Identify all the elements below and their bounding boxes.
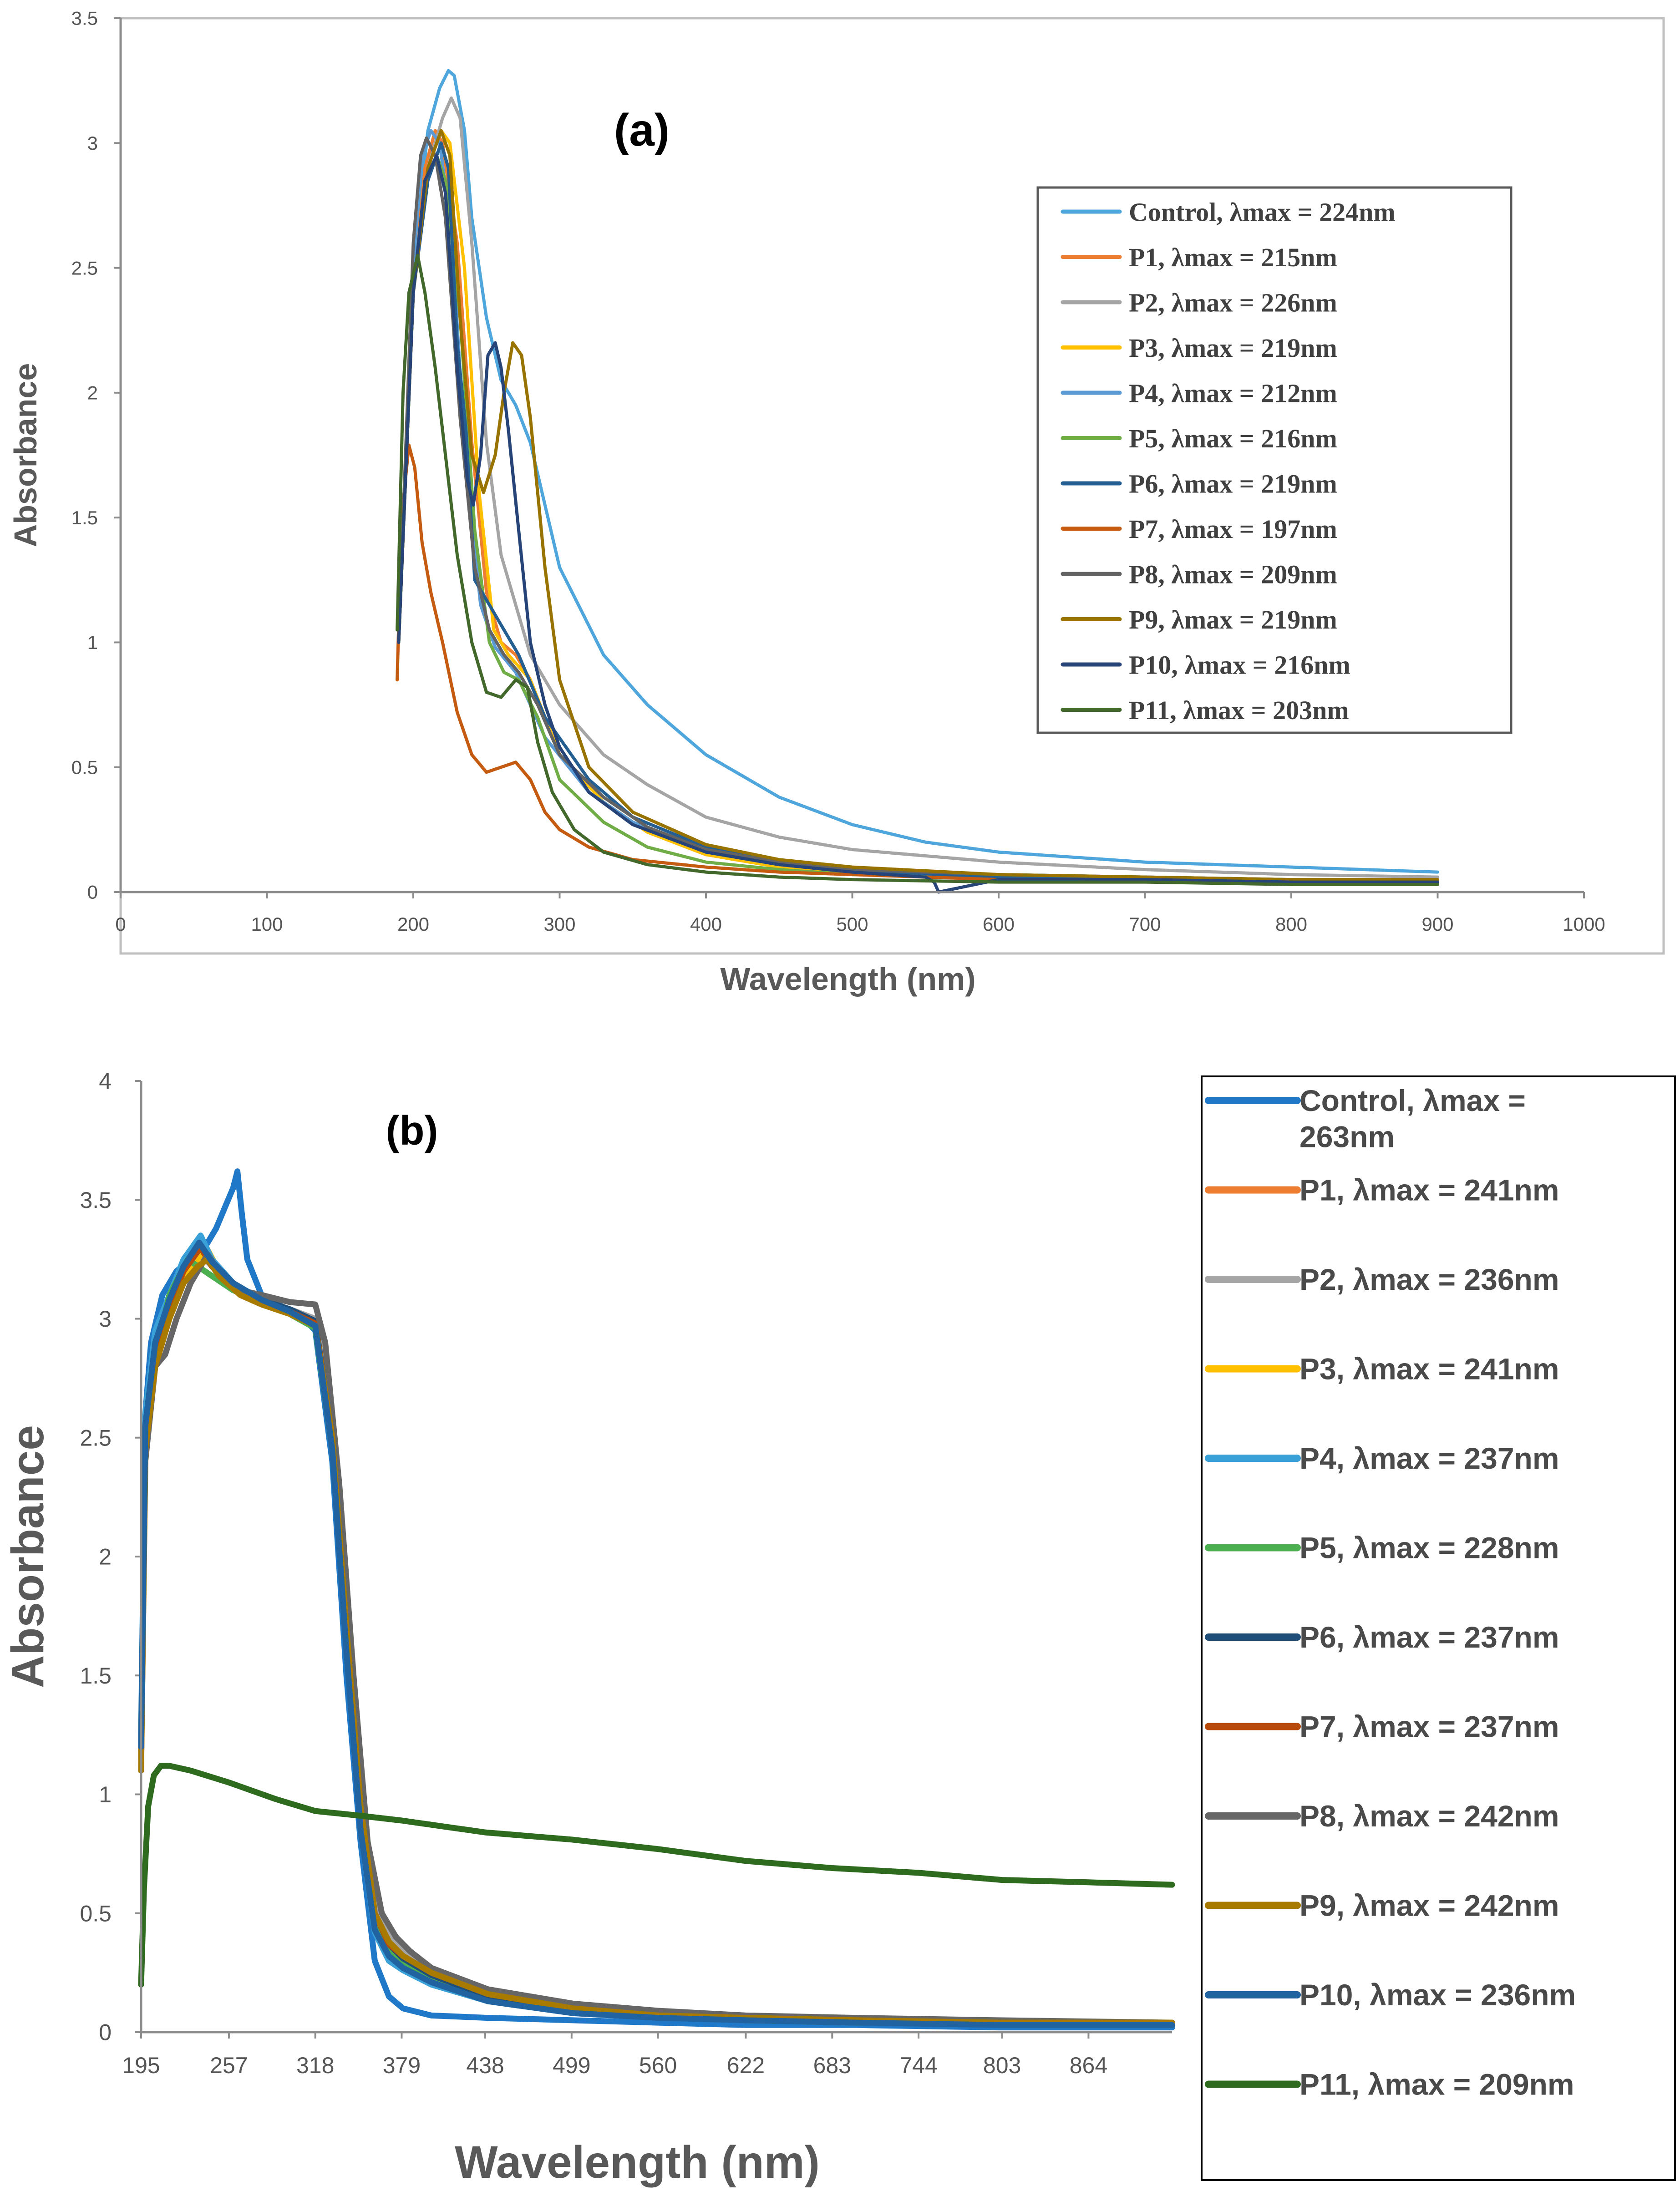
x-tick-label: 200 bbox=[397, 913, 429, 935]
x-tick-label: 600 bbox=[983, 913, 1015, 935]
series-line bbox=[396, 443, 1439, 884]
legend-label-line: Control, λmax = bbox=[1299, 1084, 1526, 1117]
y-tick-label: 2 bbox=[99, 1544, 112, 1570]
y-tick-label: 1.5 bbox=[80, 1663, 112, 1689]
x-tick-label: 499 bbox=[553, 2053, 590, 2078]
panel-a-legend-entries: Control, λmax = 224nm P1, λmax = 215nm P2,… bbox=[1061, 197, 1396, 725]
y-tick-label: 3.5 bbox=[71, 8, 98, 29]
series-line bbox=[138, 1763, 1175, 1988]
y-tick-label: 2.5 bbox=[80, 1425, 112, 1451]
legend-label: P1, λmax = 241nm bbox=[1299, 1173, 1559, 1207]
legend-label: P4, λmax = 237nm bbox=[1299, 1441, 1559, 1475]
x-tick-label: 195 bbox=[122, 2053, 160, 2078]
panel-b-x-ticks: 195 257 318 379 438 499 560 622 683 744 803 864 bbox=[122, 2032, 1107, 2078]
series-line bbox=[397, 96, 1439, 879]
legend-label: P2, λmax = 236nm bbox=[1299, 1263, 1559, 1296]
x-tick-label: 800 bbox=[1275, 913, 1307, 935]
panel-a-label: (a) bbox=[614, 105, 670, 156]
x-tick-label: 560 bbox=[639, 2053, 677, 2078]
y-tick-label: 2.5 bbox=[71, 257, 98, 279]
panel-b-legend-entries: Control, λmax = 263nm P1, λmax = 241nm P2, … bbox=[1205, 1084, 1576, 2101]
panel-b-series bbox=[138, 1168, 1175, 2031]
panel-b-y-ticks: 0 0.5 1 1.5 2 2.5 3 3.5 4 bbox=[80, 1069, 141, 2045]
legend-label: P9, λmax = 219nm bbox=[1129, 605, 1337, 634]
series-line bbox=[396, 254, 1439, 886]
legend-label: P8, λmax = 209nm bbox=[1129, 559, 1337, 589]
x-tick-label: 500 bbox=[836, 913, 868, 935]
x-tick-label: 379 bbox=[383, 2053, 421, 2078]
legend-label: P7, λmax = 237nm bbox=[1299, 1710, 1559, 1744]
legend-label: P10, λmax = 236nm bbox=[1299, 1978, 1576, 2012]
legend-label: P5, λmax = 228nm bbox=[1299, 1531, 1559, 1565]
y-tick-label: 1.5 bbox=[71, 507, 98, 528]
y-tick-label: 3.5 bbox=[80, 1187, 112, 1213]
legend-label: P11, λmax = 209nm bbox=[1299, 2068, 1574, 2101]
series-line bbox=[397, 154, 1439, 894]
y-tick-label: 1 bbox=[87, 632, 98, 653]
series-line bbox=[138, 1239, 1175, 2028]
y-tick-label: 1 bbox=[99, 1782, 112, 1807]
legend-label: Control, λmax = 224nm bbox=[1129, 197, 1396, 227]
y-tick-label: 3 bbox=[99, 1306, 112, 1332]
x-tick-label: 900 bbox=[1421, 913, 1453, 935]
y-tick-label: 0.5 bbox=[71, 756, 98, 778]
x-tick-label: 744 bbox=[899, 2053, 937, 2078]
legend-label: P6, λmax = 219nm bbox=[1129, 469, 1337, 498]
panel-b: 0 0.5 1 1.5 2 2.5 3 3.5 4 195 257 318 379 438 499 560 6… bbox=[2, 1069, 1676, 2188]
x-tick-label: 864 bbox=[1070, 2053, 1107, 2078]
legend-label-line: 263nm bbox=[1299, 1120, 1395, 1153]
panel-a: 0 0.5 1 1.5 2 2.5 3 3.5 0 100 200 300 400 500 600 700 8… bbox=[8, 8, 1665, 997]
panel-a-y-ticks: 0 0.5 1 1.5 2 2.5 3 3.5 bbox=[71, 8, 121, 903]
x-tick-label: 0 bbox=[115, 913, 126, 935]
y-tick-label: 3 bbox=[87, 132, 98, 154]
panel-b-label: (b) bbox=[386, 1108, 438, 1154]
legend-label: P10, λmax = 216nm bbox=[1129, 650, 1350, 680]
y-tick-label: 2 bbox=[87, 382, 98, 404]
legend-label: P9, λmax = 242nm bbox=[1299, 1889, 1559, 1922]
x-tick-label: 803 bbox=[983, 2053, 1021, 2078]
panel-a-x-title: Wavelength (nm) bbox=[720, 961, 975, 997]
x-tick-label: 438 bbox=[466, 2053, 504, 2078]
legend-label: P4, λmax = 212nm bbox=[1129, 378, 1337, 408]
legend-label: P7, λmax = 197nm bbox=[1129, 514, 1337, 544]
series-line bbox=[397, 69, 1439, 874]
x-tick-label: 318 bbox=[296, 2053, 334, 2078]
series-line bbox=[397, 129, 1439, 882]
x-tick-label: 1000 bbox=[1563, 913, 1605, 935]
y-tick-label: 0.5 bbox=[80, 1901, 112, 1926]
x-tick-label: 100 bbox=[251, 913, 283, 935]
legend-label: Control, λmax = 263nm bbox=[1299, 1084, 1526, 1153]
legend-label: P3, λmax = 219nm bbox=[1129, 333, 1337, 363]
legend-label: P2, λmax = 226nm bbox=[1129, 288, 1337, 317]
panel-b-x-title: Wavelength (nm) bbox=[455, 2137, 820, 2188]
series-line bbox=[397, 141, 1439, 884]
panel-a-legend bbox=[1036, 186, 1513, 734]
x-tick-label: 300 bbox=[543, 913, 575, 935]
x-tick-label: 257 bbox=[210, 2053, 248, 2078]
x-tick-label: 400 bbox=[690, 913, 722, 935]
panel-a-series bbox=[396, 69, 1439, 894]
legend-label: P1, λmax = 215nm bbox=[1129, 243, 1337, 272]
legend-label: P3, λmax = 241nm bbox=[1299, 1352, 1559, 1386]
series-line bbox=[138, 1251, 1175, 2026]
legend-label: P11, λmax = 203nm bbox=[1129, 695, 1349, 725]
legend-label: P6, λmax = 237nm bbox=[1299, 1620, 1559, 1654]
legend-label: P5, λmax = 216nm bbox=[1129, 424, 1337, 453]
legend-label: P8, λmax = 242nm bbox=[1299, 1799, 1559, 1833]
x-tick-label: 622 bbox=[727, 2053, 765, 2078]
x-tick-label: 683 bbox=[813, 2053, 851, 2078]
panel-a-y-title: Absorbance bbox=[8, 363, 43, 548]
y-tick-label: 4 bbox=[99, 1069, 112, 1094]
y-tick-label: 0 bbox=[87, 882, 98, 903]
y-tick-label: 0 bbox=[99, 2020, 112, 2045]
x-tick-label: 700 bbox=[1129, 913, 1161, 935]
panel-b-y-title: Absorbance bbox=[2, 1425, 53, 1688]
panel-a-x-ticks: 0 100 200 300 400 500 600 700 800 900 1000 bbox=[115, 892, 1605, 935]
